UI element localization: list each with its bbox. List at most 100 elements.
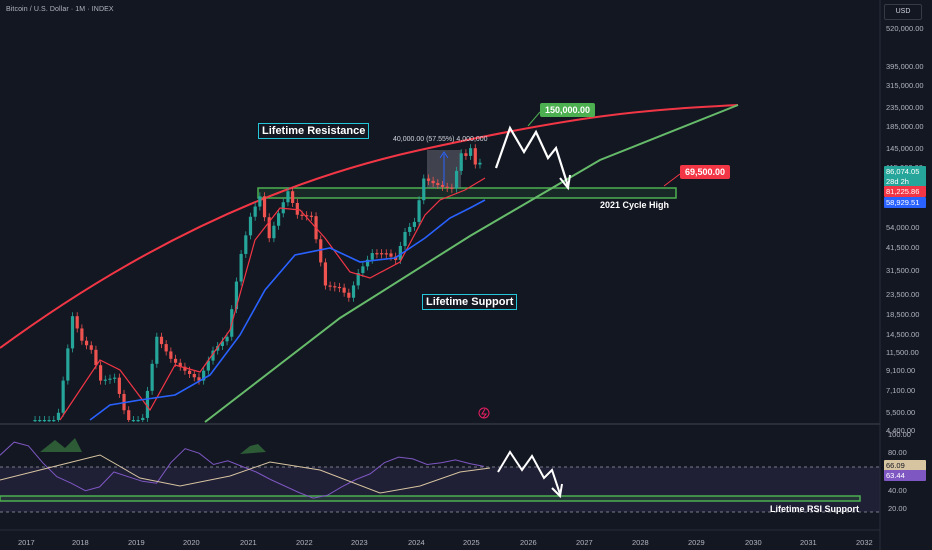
last-price-pill: 86,074.05	[884, 166, 926, 177]
candle-body	[206, 360, 210, 371]
candle-body	[417, 200, 421, 222]
time-tick-label: 2024	[408, 538, 425, 547]
countdown-pill: 28d 2h	[884, 176, 926, 187]
time-tick-label: 2020	[183, 538, 200, 547]
candle-body	[155, 336, 159, 364]
candle-body	[309, 215, 313, 217]
candle-body	[328, 285, 332, 287]
candle-body	[244, 235, 248, 254]
candle-body	[356, 273, 360, 286]
candle-body	[145, 390, 150, 418]
candle-body	[300, 214, 304, 216]
candle-body	[333, 286, 337, 288]
rsi-tick-label: 100.00	[888, 429, 911, 439]
price-tick-label: 145,000.00	[886, 144, 924, 153]
ema-slow-line	[89, 199, 486, 421]
price-tick-label: 23,500.00	[886, 290, 920, 299]
target-high-tag: 150,000.00	[540, 103, 596, 117]
ema-slow-pill: 58,929.51	[884, 197, 926, 208]
candle-body	[431, 180, 435, 184]
rsi-band	[0, 467, 880, 512]
candle-body	[454, 170, 459, 189]
candle-body	[103, 379, 107, 381]
candle-body	[80, 328, 84, 341]
candle-body	[220, 341, 224, 347]
candle-body	[84, 340, 89, 346]
candle-body	[478, 162, 482, 165]
price-tick-label: 14,500.00	[886, 330, 920, 339]
candle-body	[164, 344, 168, 352]
alert-icon	[478, 407, 490, 419]
candle-body	[178, 362, 182, 367]
candle-body	[342, 287, 346, 293]
time-tick-label: 2028	[632, 538, 649, 547]
candle-body	[188, 370, 192, 375]
time-tick-label: 2027	[576, 538, 593, 547]
ema-fast-line	[59, 177, 486, 421]
candle-body	[117, 377, 121, 394]
lifetime-resistance-label: Lifetime Resistance	[258, 123, 370, 139]
candle-body	[361, 266, 365, 274]
candle-body	[291, 191, 295, 203]
candle-body	[42, 420, 47, 422]
lifetime-support-label: Lifetime Support	[422, 294, 518, 310]
cycle-high-label: 2021 Cycle High	[600, 200, 670, 210]
candle-body	[436, 183, 440, 185]
price-tick-label: 315,000.00	[886, 81, 924, 90]
candle-body	[408, 226, 412, 232]
candle-body	[173, 358, 178, 363]
candle-body	[52, 420, 56, 422]
rsi-support-label: Lifetime RSI Support	[770, 504, 860, 514]
candle-body	[197, 377, 201, 381]
candle-body	[150, 363, 154, 391]
candle-body	[459, 153, 463, 171]
candle-body	[267, 217, 271, 239]
candle-body	[127, 410, 131, 420]
measure-readout: 40,000.00 (57.55%) 4,000,000	[393, 136, 488, 143]
rsi-tick-label: 80.00	[888, 448, 907, 458]
candle-body	[113, 377, 117, 379]
time-tick-label: 2031	[800, 538, 817, 547]
price-pane	[0, 104, 739, 423]
candle-body	[347, 292, 351, 298]
rsi-projection-zigzag	[497, 450, 561, 495]
candle-body	[169, 351, 173, 359]
time-tick-label: 2025	[463, 538, 480, 547]
candle-body	[70, 316, 75, 349]
price-tick-label: 11,500.00	[886, 348, 919, 357]
projection-arrow-head	[559, 174, 571, 191]
candle-body	[108, 378, 112, 380]
candle-body	[384, 253, 388, 255]
candle-body	[272, 225, 276, 239]
candle-body	[61, 380, 65, 413]
candle-body	[389, 253, 393, 257]
rsi-tick-label: 40.00	[888, 485, 907, 495]
candle-body	[225, 336, 229, 342]
rsi-pill-a: 66.09	[884, 460, 926, 471]
candle-body	[38, 420, 42, 422]
projection-zigzag	[494, 125, 570, 187]
candle-body	[473, 148, 477, 165]
price-tick-label: 54,000.00	[886, 223, 920, 232]
price-tick-label: 18,500.00	[886, 310, 920, 319]
target-low-pointer	[663, 173, 681, 187]
candle-body	[99, 365, 103, 381]
candle-body	[216, 346, 220, 351]
price-tick-label: 7,100.00	[886, 386, 916, 395]
rsi-projection-arrow-head	[551, 483, 563, 499]
candles	[33, 144, 482, 422]
candle-body	[47, 420, 51, 422]
candle-body	[370, 253, 374, 260]
support-curve	[204, 104, 739, 423]
candle-body	[183, 366, 187, 371]
candle-body	[75, 316, 79, 329]
price-tick-label: 185,000.00	[886, 122, 924, 131]
price-tick-label: 31,500.00	[886, 266, 920, 275]
chart-title: Bitcoin / U.S. Dollar · 1M · INDEX	[6, 6, 114, 13]
candle-body	[422, 178, 426, 201]
price-tick-label: 395,000.00	[886, 62, 924, 71]
time-tick-label: 2030	[745, 538, 762, 547]
currency-button[interactable]: USD	[884, 4, 922, 20]
candle-body	[248, 216, 253, 236]
